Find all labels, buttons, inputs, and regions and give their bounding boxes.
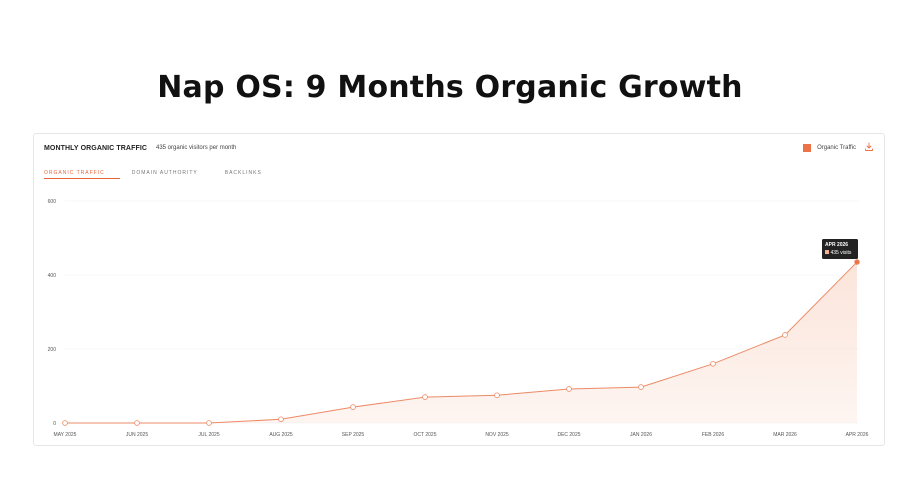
traffic-chart: 0 200 400 600 MAY 2025 JUN 2025 JUL 2025 AUG 20…: [48, 199, 869, 438]
y-tick-label: 0: [53, 421, 56, 427]
tab-organic-traffic[interactable]: ORGANIC TRAFFIC: [44, 170, 105, 176]
x-tick-label: DEC 2025: [557, 432, 580, 438]
y-tick-label: 600: [48, 199, 57, 205]
download-icon[interactable]: [864, 142, 874, 152]
tab-domain-authority[interactable]: DOMAIN AUTHORITY: [131, 170, 198, 176]
active-tab-indicator: [44, 178, 120, 179]
card-subtitle: 435 organic visitors per month: [156, 145, 237, 151]
data-point: [62, 420, 68, 426]
x-tick-label: FEB 2026: [702, 432, 724, 438]
card-title: MONTHLY ORGANIC TRAFFIC: [44, 145, 148, 152]
x-tick-label: MAR 2026: [773, 432, 797, 438]
x-tick-label: APR 2026: [846, 432, 869, 438]
card-header: MONTHLY ORGANIC TRAFFIC 435 organic visi…: [44, 142, 874, 160]
legend[interactable]: Organic Traffic: [803, 144, 856, 152]
x-tick-label: NOV 2025: [485, 432, 509, 438]
legend-swatch: [803, 144, 812, 152]
page-title: Nap OS: 9 Months Organic Growth: [157, 70, 743, 105]
x-tick-label: JUL 2025: [198, 432, 219, 438]
x-tick-label: MAY 2025: [54, 432, 77, 438]
x-tick-label: SEP 2025: [342, 432, 365, 438]
data-point: [638, 384, 644, 390]
y-tick-label: 200: [48, 347, 57, 353]
data-point: [134, 420, 140, 426]
tooltip-title: APR 2026: [825, 242, 848, 248]
tab-bar: ORGANIC TRAFFIC DOMAIN AUTHORITY BACKLIN…: [44, 170, 289, 182]
data-point: [350, 404, 356, 410]
traffic-card: MONTHLY ORGANIC TRAFFIC 435 organic visi…: [33, 133, 885, 446]
legend-label: Organic Traffic: [817, 145, 856, 151]
tooltip-swatch: [825, 250, 829, 255]
data-point: [566, 386, 572, 392]
x-tick-label: JUN 2025: [126, 432, 148, 438]
data-point: [278, 416, 284, 423]
x-tick-label: JAN 2026: [630, 432, 652, 438]
data-point: [206, 420, 212, 426]
x-tick-label: AUG 2025: [269, 432, 293, 438]
data-point: [422, 394, 428, 400]
data-point: [710, 361, 716, 367]
area-fill: [65, 262, 857, 423]
data-point: [782, 332, 788, 338]
series-line-organic-traffic: [65, 261, 858, 424]
tooltip-value: 435 visits: [831, 250, 852, 256]
tab-backlinks[interactable]: BACKLINKS: [224, 170, 262, 176]
data-point: [494, 392, 500, 399]
data-point: [854, 259, 860, 265]
y-tick-label: 400: [48, 273, 57, 279]
tooltip-box: [822, 239, 858, 260]
x-tick-label: OCT 2025: [414, 432, 437, 438]
